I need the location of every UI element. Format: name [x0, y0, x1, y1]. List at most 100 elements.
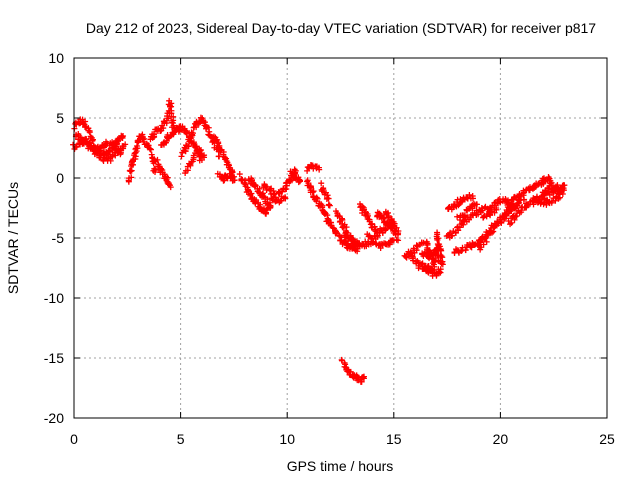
data-point	[73, 143, 80, 150]
data-point	[493, 205, 500, 211]
data-point	[114, 136, 121, 143]
data-point	[190, 130, 197, 137]
data-point	[215, 139, 222, 146]
data-point	[373, 229, 380, 235]
data-point	[514, 196, 521, 203]
y-tick-label: 10	[48, 50, 64, 66]
y-tick-label: -10	[44, 290, 64, 306]
data-point	[552, 197, 559, 204]
data-point	[483, 238, 490, 245]
data-point	[316, 166, 323, 173]
data-point	[332, 208, 339, 215]
data-point	[483, 213, 490, 220]
data-point	[368, 235, 375, 242]
data-point	[436, 241, 443, 248]
data-point	[94, 149, 101, 156]
data-point	[481, 204, 488, 211]
data-point	[178, 153, 185, 160]
data-point	[390, 223, 397, 230]
data-point	[167, 104, 174, 111]
x-tick-label: 5	[177, 431, 185, 447]
data-point	[390, 237, 397, 244]
data-point	[432, 249, 439, 256]
data-point	[141, 135, 148, 142]
data-point	[117, 149, 124, 156]
data-point	[511, 216, 518, 223]
data-point	[198, 147, 205, 154]
y-tick-label: 0	[56, 170, 64, 186]
y-tick-label: -15	[44, 350, 64, 366]
y-axis-ticks: 10 5 0 -5 -10 -15 -20	[44, 50, 607, 426]
data-point	[202, 123, 209, 130]
x-axis-ticks: 0 5 10 15 20 25	[70, 58, 615, 447]
data-point	[473, 201, 480, 208]
data-point	[169, 131, 176, 138]
data-point	[158, 166, 165, 173]
data-point	[469, 193, 476, 199]
data-point	[113, 143, 120, 150]
data-point	[561, 182, 568, 189]
data-point	[262, 210, 269, 217]
data-point	[106, 148, 113, 155]
data-point	[245, 188, 252, 195]
data-point	[360, 375, 367, 382]
data-point	[393, 224, 400, 231]
data-point	[380, 215, 387, 222]
y-tick-label: -20	[44, 410, 64, 426]
data-point	[89, 136, 96, 143]
y-tick-label: 5	[56, 110, 64, 126]
data-point	[134, 145, 141, 152]
data-point	[94, 143, 101, 150]
data-point	[395, 230, 402, 237]
x-tick-label: 20	[493, 431, 509, 447]
data-point	[425, 263, 432, 270]
data-point	[198, 157, 205, 163]
data-point	[480, 241, 487, 248]
data-point	[372, 228, 379, 235]
data-point	[456, 224, 463, 231]
data-point	[503, 212, 510, 219]
data-point	[127, 167, 134, 174]
data-point	[508, 201, 515, 208]
data-point	[236, 171, 243, 178]
data-point	[342, 230, 349, 237]
data-point	[248, 190, 255, 197]
data-point	[461, 212, 468, 219]
data-point	[488, 229, 495, 236]
data-point	[201, 152, 208, 159]
data-point	[377, 245, 384, 252]
data-point	[448, 232, 455, 239]
data-point	[419, 260, 426, 267]
data-point	[252, 181, 259, 188]
data-point	[391, 220, 398, 227]
data-point	[86, 127, 93, 134]
data-point	[559, 191, 566, 198]
data-point	[271, 191, 278, 198]
data-point	[189, 158, 196, 165]
data-point	[224, 159, 231, 166]
data-point	[459, 244, 466, 251]
data-point	[146, 145, 153, 152]
data-point	[559, 185, 566, 192]
data-point	[170, 122, 177, 129]
data-point	[439, 261, 446, 268]
data-point	[197, 153, 204, 160]
data-point	[290, 169, 297, 176]
data-point	[371, 223, 378, 230]
data-point	[409, 252, 416, 259]
data-points	[70, 97, 568, 385]
x-tick-label: 0	[70, 431, 78, 447]
data-point	[494, 218, 501, 225]
data-point	[326, 202, 333, 209]
data-point	[282, 194, 289, 201]
data-point	[320, 185, 327, 192]
data-point	[462, 247, 469, 254]
data-point	[490, 228, 497, 235]
data-point	[377, 225, 384, 232]
x-tick-label: 10	[279, 431, 295, 447]
data-point	[538, 196, 545, 203]
data-point	[437, 266, 444, 273]
data-point	[431, 259, 438, 265]
data-point	[128, 174, 135, 181]
data-point	[296, 177, 303, 184]
